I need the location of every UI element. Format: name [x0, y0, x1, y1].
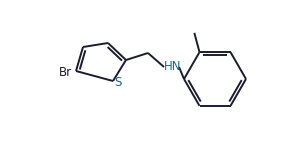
Text: S: S [114, 76, 121, 89]
Text: Br: Br [59, 65, 72, 79]
Text: HN: HN [164, 60, 182, 74]
